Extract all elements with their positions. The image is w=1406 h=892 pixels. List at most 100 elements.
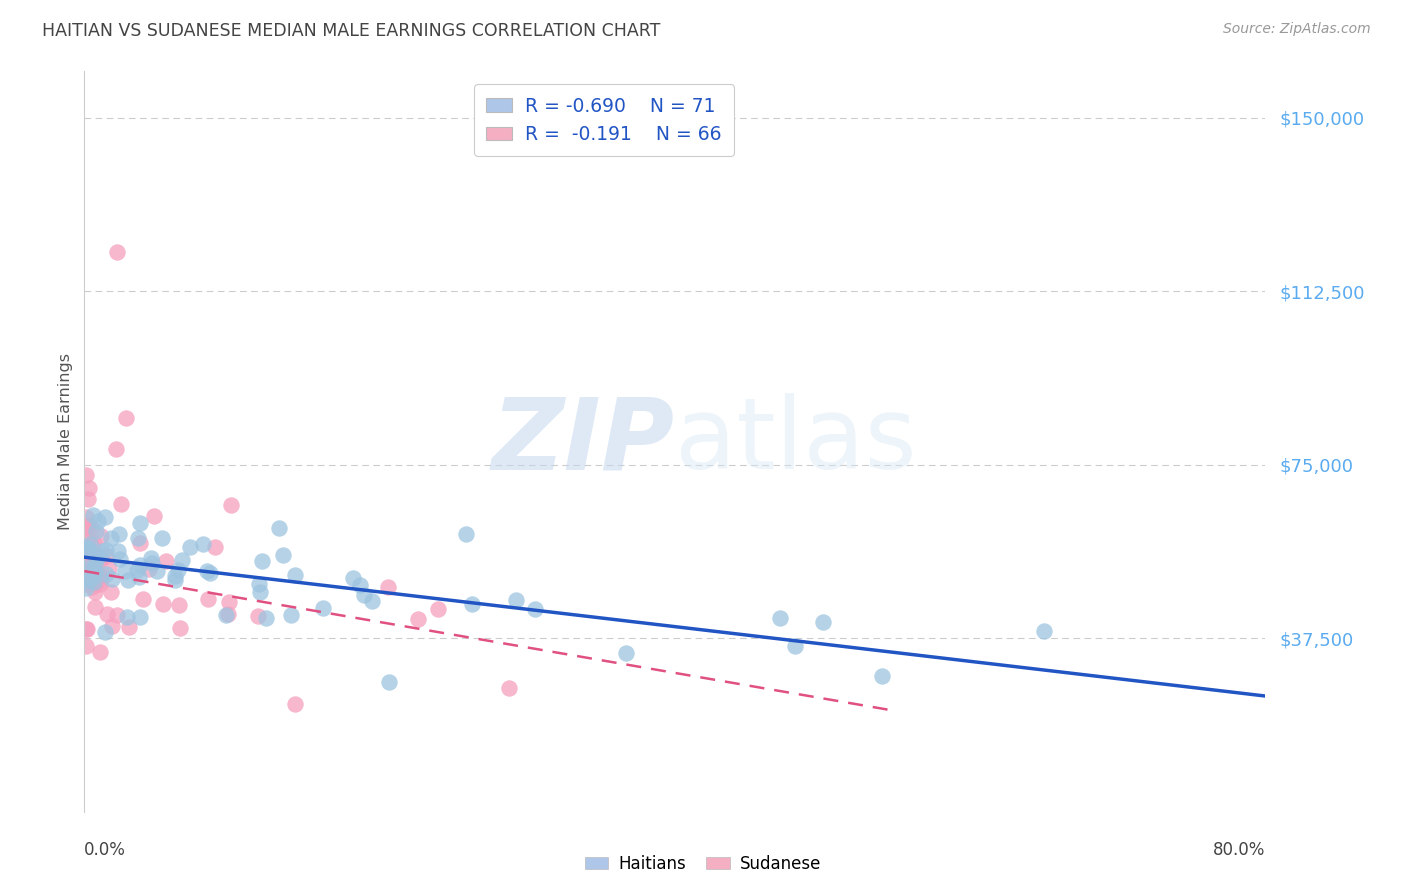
Point [90, 573, 112, 587]
Point [128, 570, 150, 584]
Point [75, 581, 97, 595]
Point [87, 573, 110, 587]
Point [870, 669, 893, 683]
Point [191, 537, 214, 551]
Point [97, 561, 120, 575]
Point [129, 610, 152, 624]
Point [127, 563, 149, 577]
Point [115, 610, 138, 624]
Point [83, 599, 105, 614]
Point [100, 531, 122, 545]
Point [77, 541, 100, 556]
Point [217, 607, 239, 621]
Point [94, 549, 117, 563]
Point [105, 442, 128, 456]
Point [90, 529, 112, 543]
Point [138, 562, 160, 576]
Point [768, 611, 790, 625]
Point [89, 577, 111, 591]
Point [361, 593, 384, 607]
Point [353, 588, 375, 602]
Point [524, 601, 547, 615]
Point [166, 563, 188, 577]
Point [115, 411, 138, 425]
Point [86, 577, 108, 591]
Point [84, 552, 107, 566]
Point [377, 580, 399, 594]
Point [80, 561, 103, 575]
Point [75, 622, 97, 636]
Point [94, 567, 117, 582]
Point [155, 554, 177, 568]
Point [378, 675, 401, 690]
Text: HAITIAN VS SUDANESE MEDIAN MALE EARNINGS CORRELATION CHART: HAITIAN VS SUDANESE MEDIAN MALE EARNINGS… [42, 22, 661, 40]
Point [87, 514, 110, 528]
Point [91, 544, 114, 558]
Point [80, 537, 103, 551]
Point [100, 585, 122, 599]
Point [118, 620, 141, 634]
Point [86, 549, 108, 564]
Point [811, 615, 834, 629]
Point [150, 531, 173, 545]
Point [86, 524, 108, 538]
Point [110, 552, 132, 566]
Point [197, 592, 219, 607]
Point [77, 573, 100, 587]
Point [80, 520, 103, 534]
Point [117, 574, 139, 588]
Point [132, 591, 155, 606]
Point [284, 567, 307, 582]
Point [75, 520, 97, 534]
Point [246, 608, 269, 623]
Point [163, 573, 186, 587]
Point [94, 625, 117, 640]
Legend: R = -0.690    N = 71, R =  -0.191    N = 66: R = -0.690 N = 71, R = -0.191 N = 66 [474, 85, 734, 156]
Point [84, 553, 107, 567]
Point [165, 569, 187, 583]
Legend: Haitians, Sudanese: Haitians, Sudanese [578, 848, 828, 880]
Point [146, 564, 169, 578]
Point [785, 639, 807, 653]
Point [215, 607, 238, 622]
Point [83, 560, 105, 574]
Point [75, 509, 97, 524]
Point [204, 540, 226, 554]
Point [195, 565, 218, 579]
Point [200, 566, 222, 580]
Point [94, 542, 117, 557]
Point [170, 552, 193, 566]
Point [342, 571, 364, 585]
Point [77, 481, 100, 495]
Point [75, 639, 97, 653]
Point [79, 537, 101, 551]
Point [129, 558, 152, 572]
Point [349, 578, 371, 592]
Point [250, 554, 273, 568]
Point [498, 681, 520, 696]
Point [142, 508, 165, 523]
Point [75, 577, 97, 591]
Point [614, 646, 637, 660]
Point [82, 580, 104, 594]
Text: 0.0%: 0.0% [84, 841, 127, 859]
Text: ZIP: ZIP [492, 393, 675, 490]
Point [76, 491, 98, 506]
Point [79, 564, 101, 578]
Point [312, 600, 335, 615]
Point [139, 550, 162, 565]
Point [96, 607, 118, 621]
Point [107, 607, 129, 622]
Point [169, 622, 191, 636]
Point [75, 525, 97, 540]
Y-axis label: Median Male Earnings: Median Male Earnings [58, 353, 73, 530]
Point [76, 622, 98, 636]
Point [90, 552, 112, 566]
Point [87, 568, 110, 582]
Point [107, 527, 129, 541]
Point [77, 517, 100, 532]
Point [169, 598, 191, 612]
Point [505, 592, 527, 607]
Point [454, 526, 477, 541]
Point [152, 597, 174, 611]
